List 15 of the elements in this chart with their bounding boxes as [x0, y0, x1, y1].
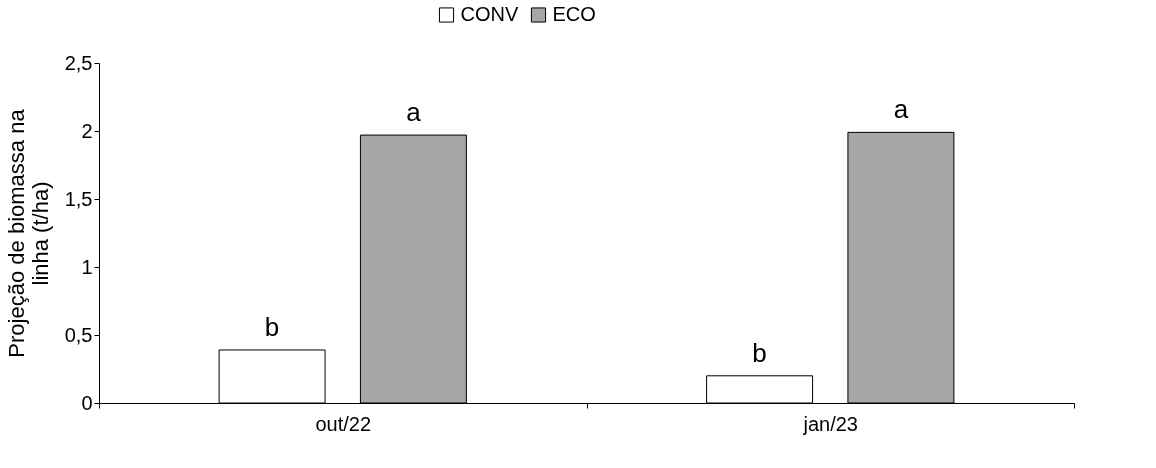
y-tick-label: 2,5	[64, 51, 93, 74]
data-label: b	[752, 337, 767, 368]
y-axis-title: Projeção de biomassa na linha (t/ha)	[3, 108, 53, 358]
y-tick-label: 1	[81, 255, 93, 278]
data-label: a	[893, 94, 909, 125]
data-label: a	[406, 97, 422, 128]
y-tick-label: 0,5	[64, 323, 93, 346]
legend-label: CONV	[460, 3, 519, 25]
y-tick-label: 2	[81, 119, 93, 142]
x-tick-label: jan/23	[802, 412, 858, 435]
x-tick-label: out/22	[315, 412, 372, 435]
y-tick-label: 0	[81, 391, 93, 414]
data-label: b	[264, 311, 280, 342]
legend-label: ECO	[552, 3, 596, 25]
y-tick-label: 1,5	[64, 187, 93, 210]
